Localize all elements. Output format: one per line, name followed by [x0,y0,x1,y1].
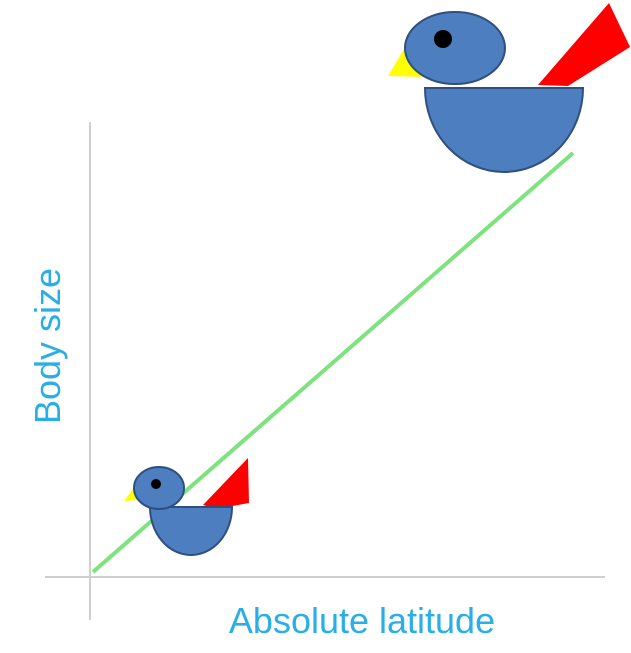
small-bird-icon [124,458,249,556]
y-axis-label: Body size [27,268,68,424]
small-bird-tail [203,458,249,509]
axes [45,122,605,620]
small-bird-eye [151,479,161,489]
large-bird-tail [538,3,630,86]
large-bird-icon [388,3,630,173]
large-bird-eye [434,30,452,48]
x-axis-label: Absolute latitude [229,600,495,641]
large-bird-head [404,11,506,85]
small-bird-body [148,506,234,556]
large-bird-body [423,87,585,173]
